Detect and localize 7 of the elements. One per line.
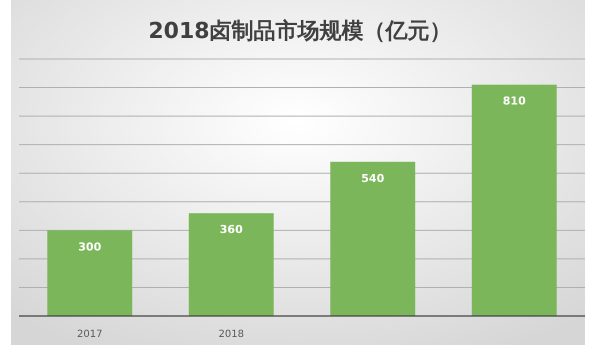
x-tick-label: 2017	[77, 329, 102, 340]
chart-title: 2018卤制品市场规模（亿元）	[148, 18, 452, 44]
x-tick-label: 2018	[218, 329, 244, 340]
data-label: 360	[220, 223, 244, 236]
data-label: 540	[361, 172, 385, 185]
data-label: 300	[78, 240, 102, 254]
data-label: 810	[502, 94, 526, 108]
